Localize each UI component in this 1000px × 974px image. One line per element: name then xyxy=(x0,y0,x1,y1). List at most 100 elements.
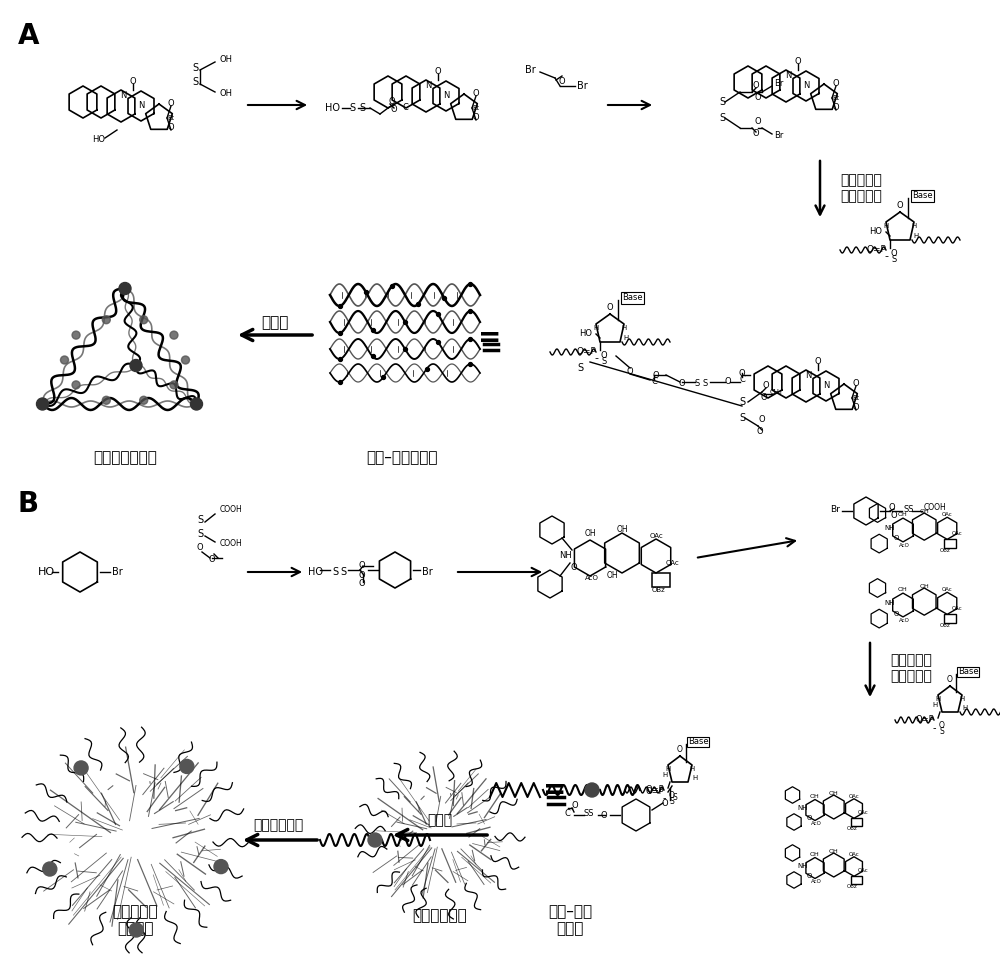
Text: NH: NH xyxy=(798,805,808,811)
Text: 多功能载药
球形核酸: 多功能载药 球形核酸 xyxy=(112,904,158,936)
Circle shape xyxy=(74,761,88,775)
Text: H: H xyxy=(623,335,629,341)
Text: COOH: COOH xyxy=(220,506,243,514)
Circle shape xyxy=(190,398,202,410)
Text: O: O xyxy=(359,571,365,580)
Text: -: - xyxy=(594,353,598,363)
Text: OH: OH xyxy=(919,583,929,589)
Text: O=P: O=P xyxy=(915,716,934,725)
Text: 硫代磷酸酯
修饰的核酸: 硫代磷酸酯 修饰的核酸 xyxy=(840,173,882,204)
Text: N: N xyxy=(138,101,144,110)
Text: O: O xyxy=(891,510,897,519)
Text: OAc: OAc xyxy=(952,531,963,536)
Text: O: O xyxy=(853,403,859,413)
Text: Br: Br xyxy=(830,506,840,514)
Text: OH: OH xyxy=(898,512,908,517)
Circle shape xyxy=(102,396,110,404)
Text: O: O xyxy=(755,118,761,127)
Text: O: O xyxy=(473,90,479,98)
Text: O=P: O=P xyxy=(576,348,596,356)
Text: OH: OH xyxy=(584,529,596,538)
Text: N: N xyxy=(120,92,126,100)
Text: H: H xyxy=(959,696,965,702)
Text: HO: HO xyxy=(38,567,55,577)
Circle shape xyxy=(60,356,68,364)
Text: Br: Br xyxy=(525,65,536,75)
Text: Et: Et xyxy=(167,115,174,121)
Text: OH: OH xyxy=(810,852,820,857)
Text: OH: OH xyxy=(616,526,628,535)
Text: Base: Base xyxy=(622,293,643,303)
Circle shape xyxy=(140,316,148,323)
Text: O: O xyxy=(833,80,839,89)
Text: O: O xyxy=(894,611,899,617)
Point xyxy=(430,306,446,321)
Text: S: S xyxy=(192,77,198,87)
Text: OH: OH xyxy=(829,849,839,854)
Text: S: S xyxy=(340,567,346,577)
Point xyxy=(397,341,413,356)
Text: O: O xyxy=(435,67,441,77)
Point xyxy=(364,322,380,338)
Circle shape xyxy=(585,783,599,797)
Text: S: S xyxy=(670,797,674,805)
Point xyxy=(410,296,426,312)
Text: S: S xyxy=(601,357,607,366)
Text: OH: OH xyxy=(606,572,618,581)
Circle shape xyxy=(182,356,190,364)
Circle shape xyxy=(130,359,142,371)
Text: N: N xyxy=(443,92,449,100)
Text: O: O xyxy=(662,799,668,807)
Text: O: O xyxy=(806,814,812,820)
Text: S: S xyxy=(719,97,725,107)
Text: N: N xyxy=(823,382,829,391)
Text: H: H xyxy=(689,766,695,772)
Point xyxy=(358,284,374,300)
Text: -: - xyxy=(662,793,666,803)
Text: CH₂: CH₂ xyxy=(770,389,782,395)
Text: Et: Et xyxy=(832,95,839,101)
Text: O=P: O=P xyxy=(645,785,664,795)
Text: O: O xyxy=(359,579,365,587)
Text: OBz: OBz xyxy=(940,623,951,628)
Text: O: O xyxy=(389,97,395,106)
Text: O: O xyxy=(795,57,801,66)
Text: OH: OH xyxy=(898,587,908,592)
Text: OBz: OBz xyxy=(651,587,665,593)
Text: H: H xyxy=(665,766,671,772)
Text: H: H xyxy=(913,233,919,239)
Text: OAc: OAc xyxy=(942,587,953,592)
Text: 核酸–药物接枝物: 核酸–药物接枝物 xyxy=(366,451,438,466)
Text: COOH: COOH xyxy=(924,503,947,511)
Text: 自组装: 自组装 xyxy=(261,316,289,330)
Circle shape xyxy=(170,381,178,389)
Text: O: O xyxy=(897,201,903,210)
Text: O: O xyxy=(759,416,765,425)
Text: NH: NH xyxy=(884,600,895,606)
Point xyxy=(436,290,452,306)
Text: S: S xyxy=(359,103,365,113)
Bar xyxy=(944,614,956,622)
Circle shape xyxy=(102,316,110,323)
Text: H: H xyxy=(621,325,627,331)
Point xyxy=(419,361,435,377)
Text: OAc: OAc xyxy=(849,852,859,857)
Circle shape xyxy=(119,282,131,294)
Text: Br: Br xyxy=(577,81,588,91)
Text: S: S xyxy=(702,380,708,389)
Text: O: O xyxy=(947,675,953,684)
Text: HO: HO xyxy=(325,103,340,113)
Text: OAc: OAc xyxy=(849,794,859,799)
Text: O=P: O=P xyxy=(866,245,886,254)
Text: O: O xyxy=(473,114,479,123)
Text: O: O xyxy=(600,810,607,819)
Point xyxy=(430,334,446,350)
Text: O: O xyxy=(725,378,731,387)
Point xyxy=(397,315,413,330)
Text: OAc: OAc xyxy=(858,869,868,874)
Circle shape xyxy=(368,833,382,847)
Text: S: S xyxy=(197,529,203,539)
Text: Br: Br xyxy=(774,80,783,89)
Text: OBz: OBz xyxy=(847,883,858,888)
Text: S: S xyxy=(891,255,897,265)
